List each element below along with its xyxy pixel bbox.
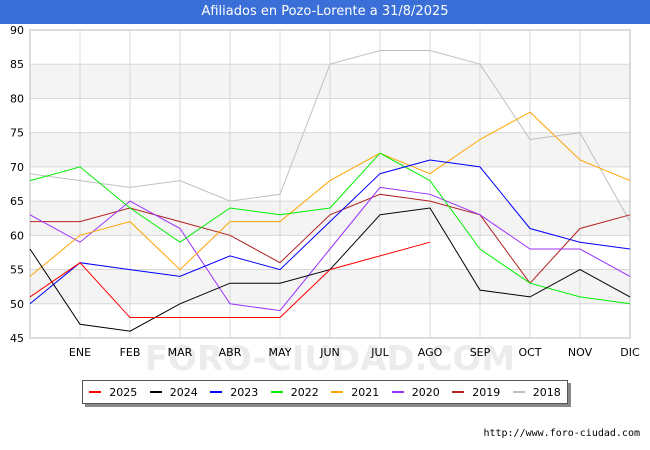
source-credit: http://www.foro-ciudad.com [483,428,640,439]
y-tick-label: 55 [10,264,24,277]
x-tick-label: FEB [120,346,141,359]
watermark: FORO-CIUDAD.COM [145,339,516,379]
legend-label: 2024 [169,385,198,399]
chart-legend: 2025 2024 2023 2022 2021 2020 2019 2018 [82,380,568,404]
legend-item-2019: 2019 [452,386,500,399]
legend-label: 2025 [109,385,138,399]
series-line-2021 [29,111,631,277]
legend-swatch [210,391,223,393]
series-line-2018 [29,50,631,222]
series-line-2025 [29,241,431,318]
legend-item-2018: 2018 [512,385,561,399]
x-tick-label: NOV [568,346,593,359]
legend-swatch [270,391,283,393]
legend-item-2023: 2023 [210,386,258,399]
legend-item-2025: 2025 [89,386,137,399]
series-line-2023 [29,159,631,305]
legend-swatch [149,391,162,393]
y-tick-label: 80 [10,92,24,105]
legend-swatch [89,391,102,393]
legend-label: 2020 [411,385,440,399]
y-tick-label: 75 [10,127,24,140]
x-tick-label: MAY [269,346,292,359]
legend-item-2021: 2021 [331,386,379,399]
legend-label: 2022 [290,385,319,399]
x-tick-label: OCT [518,346,541,359]
chart-title: Afiliados en Pozo-Lorente a 31/8/2025 [0,0,650,24]
legend-swatch [331,391,344,393]
y-tick-label: 45 [10,332,24,345]
y-tick-label: 90 [10,24,24,37]
x-tick-label: ENE [69,346,91,359]
legend-swatch [391,391,404,393]
y-tick-label: 50 [10,298,24,311]
x-tick-label: DIC [620,346,640,359]
legend-item-2024: 2024 [149,385,198,399]
series-line-2020 [29,186,631,312]
y-tick-label: 70 [10,161,24,174]
legend-label: 2021 [351,385,380,399]
legend-item-2020: 2020 [391,385,440,399]
legend-swatch [512,391,525,393]
x-tick-label: ABR [219,346,242,359]
plot-frame [29,29,631,339]
y-tick-label: 60 [10,229,24,242]
legend-item-2022: 2022 [270,385,319,399]
x-tick-label: AGO [418,346,443,359]
y-tick-label: 65 [10,195,24,208]
x-tick-label: SEP [470,346,491,359]
legend-label: 2019 [472,385,501,399]
legend-label: 2018 [532,385,561,399]
legend-swatch [452,391,465,393]
y-tick-label: 85 [10,58,24,71]
series-line-2022 [29,152,631,305]
x-tick-label: JUL [370,346,389,359]
x-tick-label: JUN [319,346,340,359]
legend-label: 2023 [230,385,259,399]
x-tick-label: MAR [168,346,193,359]
